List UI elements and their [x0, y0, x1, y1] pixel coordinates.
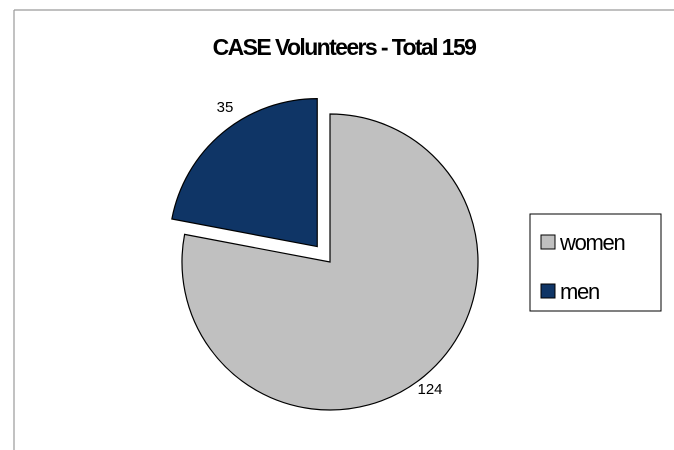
legend-swatch-women: [540, 234, 556, 250]
legend: women men: [529, 213, 662, 312]
pie-slices: [171, 97, 479, 411]
chart-title: CASE Volunteers - Total 159: [213, 34, 476, 60]
legend-label-men: men: [560, 279, 599, 304]
legend-swatch-men: [540, 283, 556, 299]
data-label-men: 35: [217, 99, 234, 116]
pie-slice-women: [181, 113, 479, 411]
data-label-women: 124: [417, 381, 442, 398]
pie-data-labels: 124 35: [217, 99, 443, 398]
legend-label-women: women: [559, 230, 624, 255]
pie-slice-men: [171, 97, 318, 248]
